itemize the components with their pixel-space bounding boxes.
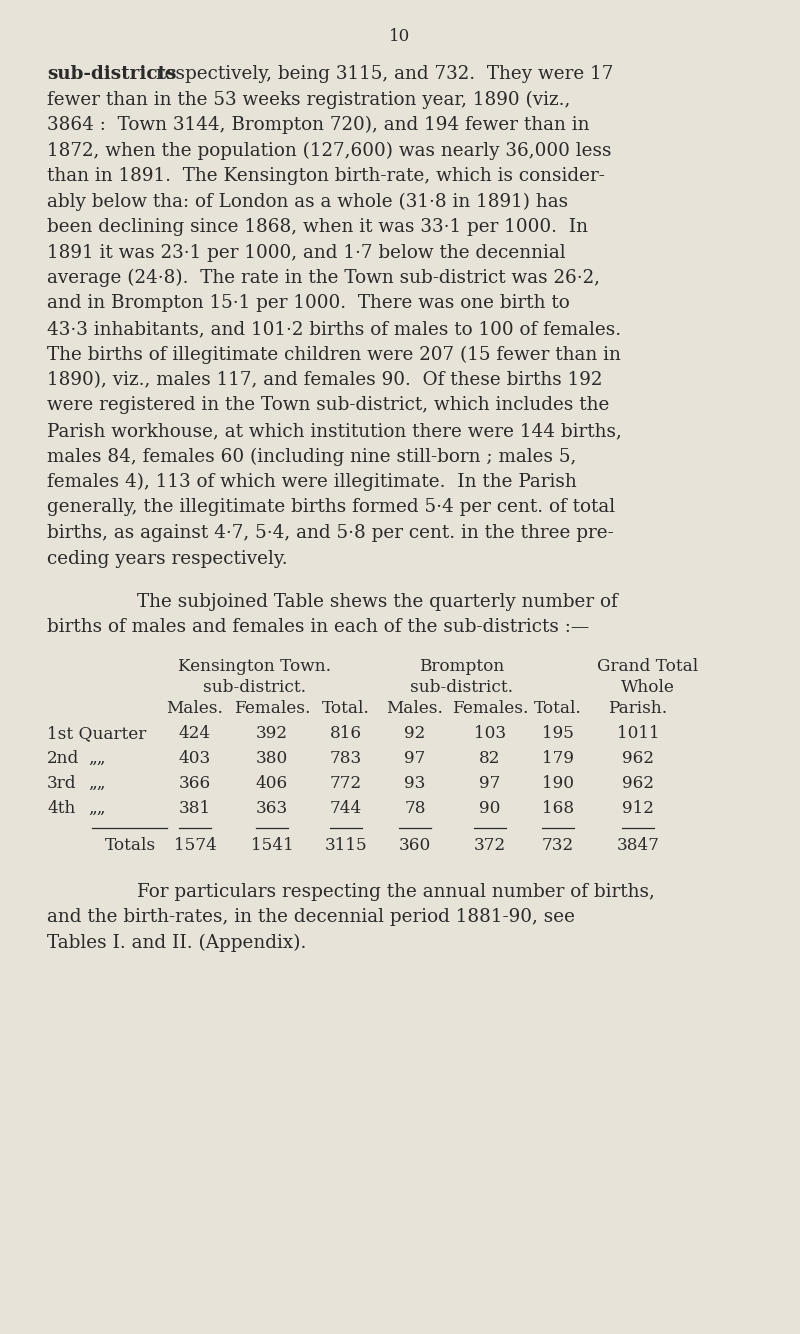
Text: Females.: Females. [452,700,528,716]
Text: The subjoined Table shews the quarterly number of: The subjoined Table shews the quarterly … [137,594,618,611]
Text: Parish workhouse, at which institution there were 144 births,: Parish workhouse, at which institution t… [47,422,622,440]
Text: average (24·8).  The rate in the Town sub-district was 26·2,: average (24·8). The rate in the Town sub… [47,269,600,287]
Text: 392: 392 [256,724,288,742]
Text: The births of illegitimate children were 207 (15 fewer than in: The births of illegitimate children were… [47,346,621,364]
Text: Tables I. and II. (Appendix).: Tables I. and II. (Appendix). [47,934,306,952]
Text: 78: 78 [404,800,426,816]
Text: Males.: Males. [386,700,443,716]
Text: 103: 103 [474,724,506,742]
Text: sub-district.: sub-district. [203,679,306,696]
Text: 772: 772 [330,775,362,792]
Text: 816: 816 [330,724,362,742]
Text: 43·3 inhabitants, and 101·2 births of males to 100 of females.: 43·3 inhabitants, and 101·2 births of ma… [47,320,621,338]
Text: 403: 403 [179,750,211,767]
Text: been declining since 1868, when it was 33·1 per 1000.  In: been declining since 1868, when it was 3… [47,217,588,236]
Text: 3115: 3115 [325,836,367,854]
Text: 424: 424 [179,724,211,742]
Text: Grand Total: Grand Total [598,658,698,675]
Text: 380: 380 [256,750,288,767]
Text: 1574: 1574 [174,836,217,854]
Text: 3864 :  Town 3144, Brompton 720), and 194 fewer than in: 3864 : Town 3144, Brompton 720), and 194… [47,116,590,135]
Text: Totals: Totals [105,836,156,854]
Text: 195: 195 [542,724,574,742]
Text: Total.: Total. [534,700,582,716]
Text: 4th: 4th [47,800,75,816]
Text: 1891 it was 23·1 per 1000, and 1·7 below the decennial: 1891 it was 23·1 per 1000, and 1·7 below… [47,244,566,261]
Text: 1011: 1011 [617,724,659,742]
Text: 168: 168 [542,800,574,816]
Text: 10: 10 [390,28,410,45]
Text: 366: 366 [179,775,211,792]
Text: 93: 93 [404,775,426,792]
Text: males 84, females 60 (including nine still-born ; males 5,: males 84, females 60 (including nine sti… [47,447,576,466]
Text: „„: „„ [88,800,106,816]
Text: 1872, when the population (127,600) was nearly 36,000 less: 1872, when the population (127,600) was … [47,141,611,160]
Text: births, as against 4·7, 5·4, and 5·8 per cent. in the three pre-: births, as against 4·7, 5·4, and 5·8 per… [47,524,614,542]
Text: 962: 962 [622,775,654,792]
Text: 82: 82 [479,750,501,767]
Text: than in 1891.  The Kensington birth-rate, which is consider-: than in 1891. The Kensington birth-rate,… [47,167,605,185]
Text: 92: 92 [404,724,426,742]
Text: Kensington Town.: Kensington Town. [178,658,331,675]
Text: 406: 406 [256,775,288,792]
Text: sub-districts: sub-districts [47,65,177,83]
Text: fewer than in the 53 weeks registration year, 1890 (viz.,: fewer than in the 53 weeks registration … [47,91,570,109]
Text: 3rd: 3rd [47,775,77,792]
Text: 190: 190 [542,775,574,792]
Text: 372: 372 [474,836,506,854]
Text: 912: 912 [622,800,654,816]
Text: females 4), 113 of which were illegitimate.  In the Parish: females 4), 113 of which were illegitima… [47,474,577,491]
Text: „„: „„ [88,750,106,767]
Text: 360: 360 [399,836,431,854]
Text: 3847: 3847 [617,836,659,854]
Text: 1541: 1541 [250,836,294,854]
Text: 97: 97 [404,750,426,767]
Text: Brompton: Brompton [419,658,505,675]
Text: 363: 363 [256,800,288,816]
Text: Females.: Females. [234,700,310,716]
Text: and the birth-rates, in the decennial period 1881-90, see: and the birth-rates, in the decennial pe… [47,908,575,927]
Text: ceding years respectively.: ceding years respectively. [47,550,288,567]
Text: 381: 381 [179,800,211,816]
Text: Total.: Total. [322,700,370,716]
Text: Males.: Males. [166,700,223,716]
Text: 90: 90 [479,800,501,816]
Text: 179: 179 [542,750,574,767]
Text: 783: 783 [330,750,362,767]
Text: were registered in the Town sub-district, which includes the: were registered in the Town sub-district… [47,396,610,415]
Text: and in Brompton 15·1 per 1000.  There was one birth to: and in Brompton 15·1 per 1000. There was… [47,295,570,312]
Text: sub-district.: sub-district. [410,679,514,696]
Text: For particulars respecting the annual number of births,: For particulars respecting the annual nu… [137,883,655,900]
Text: 732: 732 [542,836,574,854]
Text: „„: „„ [88,775,106,792]
Text: 1890), viz., males 117, and females 90.  Of these births 192: 1890), viz., males 117, and females 90. … [47,371,602,390]
Text: Whole: Whole [621,679,675,696]
Text: 2nd: 2nd [47,750,79,767]
Text: 962: 962 [622,750,654,767]
Text: generally, the illegitimate births formed 5·4 per cent. of total: generally, the illegitimate births forme… [47,499,615,516]
Text: ably below tha: of London as a whole (31·8 in 1891) has: ably below tha: of London as a whole (31… [47,192,568,211]
Text: 1st Quarter: 1st Quarter [47,724,146,742]
Text: births of males and females in each of the sub-districts :—: births of males and females in each of t… [47,619,589,636]
Text: respectively, being 3115, and 732.  They were 17: respectively, being 3115, and 732. They … [150,65,614,83]
Text: 97: 97 [479,775,501,792]
Text: 744: 744 [330,800,362,816]
Text: Parish.: Parish. [608,700,668,716]
